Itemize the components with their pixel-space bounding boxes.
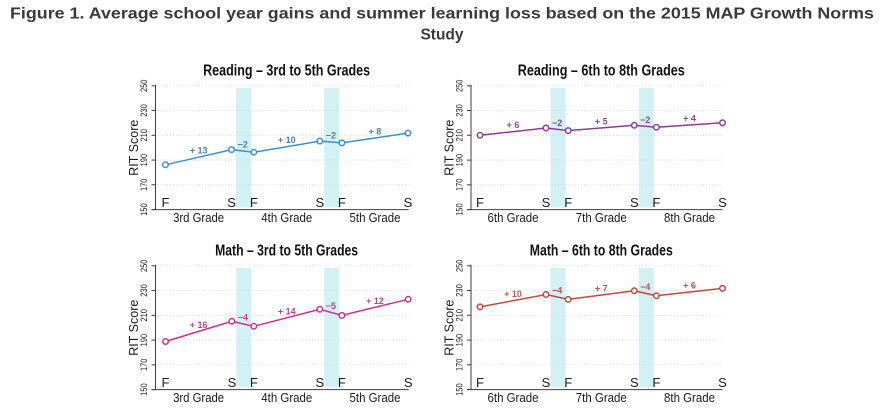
svg-text:−4: −4 xyxy=(552,285,562,295)
svg-text:F: F xyxy=(564,195,572,210)
svg-text:+ 10: + 10 xyxy=(278,135,296,145)
svg-text:190: 190 xyxy=(139,334,149,347)
svg-text:+ 6: + 6 xyxy=(683,281,696,291)
svg-text:250: 250 xyxy=(139,80,149,93)
svg-text:170: 170 xyxy=(139,359,149,372)
svg-text:170: 170 xyxy=(139,179,149,192)
svg-text:F: F xyxy=(250,195,258,210)
svg-text:150: 150 xyxy=(139,383,149,396)
svg-text:−4: −4 xyxy=(640,282,650,292)
svg-text:S: S xyxy=(227,195,236,210)
svg-text:S: S xyxy=(542,375,551,390)
svg-text:190: 190 xyxy=(455,334,465,347)
svg-text:F: F xyxy=(564,375,572,390)
svg-text:210: 210 xyxy=(455,129,465,142)
svg-text:F: F xyxy=(162,195,170,210)
svg-text:230: 230 xyxy=(139,284,149,297)
svg-text:190: 190 xyxy=(139,154,149,167)
svg-text:Study: Study xyxy=(420,27,463,44)
svg-text:230: 230 xyxy=(455,104,465,117)
svg-text:190: 190 xyxy=(455,154,465,167)
svg-text:3rd Grade: 3rd Grade xyxy=(173,391,224,405)
svg-text:4th Grade: 4th Grade xyxy=(261,211,312,225)
svg-text:+ 6: + 6 xyxy=(507,120,520,130)
svg-text:F: F xyxy=(162,375,170,390)
svg-text:S: S xyxy=(630,195,639,210)
svg-text:RIT Score: RIT Score xyxy=(443,300,457,356)
svg-text:+ 8: + 8 xyxy=(369,127,382,137)
svg-text:−2: −2 xyxy=(552,118,562,128)
svg-text:−2: −2 xyxy=(326,131,336,141)
svg-text:F: F xyxy=(652,195,660,210)
svg-text:F: F xyxy=(476,375,484,390)
svg-text:150: 150 xyxy=(139,203,149,216)
svg-text:250: 250 xyxy=(139,260,149,273)
svg-text:S: S xyxy=(404,195,413,210)
svg-text:230: 230 xyxy=(455,284,465,297)
svg-text:Math – 6th to 8th Grades: Math – 6th to 8th Grades xyxy=(530,243,673,260)
svg-text:5th Grade: 5th Grade xyxy=(350,391,401,405)
svg-text:250: 250 xyxy=(455,80,465,93)
svg-text:+ 13: + 13 xyxy=(190,146,208,156)
svg-text:7th Grade: 7th Grade xyxy=(576,211,627,225)
svg-text:210: 210 xyxy=(455,309,465,322)
svg-text:S: S xyxy=(542,195,551,210)
svg-text:8th Grade: 8th Grade xyxy=(664,391,715,405)
svg-text:RIT Score: RIT Score xyxy=(443,120,457,176)
svg-text:S: S xyxy=(718,375,727,390)
svg-text:S: S xyxy=(315,375,324,390)
svg-text:210: 210 xyxy=(139,129,149,142)
svg-text:230: 230 xyxy=(139,104,149,117)
svg-text:4th Grade: 4th Grade xyxy=(261,391,312,405)
svg-text:210: 210 xyxy=(139,309,149,322)
svg-text:150: 150 xyxy=(455,383,465,396)
svg-text:F: F xyxy=(338,195,346,210)
svg-text:−2: −2 xyxy=(640,115,650,125)
svg-text:S: S xyxy=(315,195,324,210)
svg-text:S: S xyxy=(630,375,639,390)
svg-text:+ 12: + 12 xyxy=(366,296,384,306)
svg-text:S: S xyxy=(718,195,727,210)
svg-text:150: 150 xyxy=(455,203,465,216)
svg-text:6th Grade: 6th Grade xyxy=(488,391,539,405)
svg-text:170: 170 xyxy=(455,179,465,192)
svg-text:F: F xyxy=(250,375,258,390)
svg-text:RIT Score: RIT Score xyxy=(127,120,141,176)
svg-text:S: S xyxy=(404,375,413,390)
svg-text:−5: −5 xyxy=(326,301,336,311)
svg-text:170: 170 xyxy=(455,359,465,372)
svg-text:RIT Score: RIT Score xyxy=(127,300,141,356)
svg-text:F: F xyxy=(338,375,346,390)
svg-text:3rd Grade: 3rd Grade xyxy=(173,211,224,225)
svg-text:7th Grade: 7th Grade xyxy=(576,391,627,405)
svg-text:+ 7: + 7 xyxy=(595,284,608,294)
svg-text:F: F xyxy=(476,195,484,210)
svg-text:S: S xyxy=(228,375,237,390)
svg-text:Reading – 6th to 8th Grades: Reading – 6th to 8th Grades xyxy=(518,63,685,80)
svg-text:Figure 1. Average school year: Figure 1. Average school year gains and … xyxy=(10,6,874,23)
svg-text:6th Grade: 6th Grade xyxy=(488,211,539,225)
svg-text:5th Grade: 5th Grade xyxy=(350,211,401,225)
svg-text:+ 5: + 5 xyxy=(595,116,608,126)
svg-text:+ 14: + 14 xyxy=(278,306,296,316)
svg-text:Reading – 3rd to 5th Grades: Reading – 3rd to 5th Grades xyxy=(203,63,370,80)
svg-text:Math – 3rd to 5th Grades: Math – 3rd to 5th Grades xyxy=(215,243,358,260)
svg-text:+ 16: + 16 xyxy=(190,320,208,330)
svg-text:F: F xyxy=(652,375,660,390)
svg-text:−2: −2 xyxy=(238,139,248,149)
svg-text:+ 10: + 10 xyxy=(504,289,522,299)
svg-text:−4: −4 xyxy=(238,312,248,322)
svg-text:250: 250 xyxy=(455,260,465,273)
svg-text:+ 4: + 4 xyxy=(683,114,696,124)
svg-text:8th Grade: 8th Grade xyxy=(664,211,715,225)
